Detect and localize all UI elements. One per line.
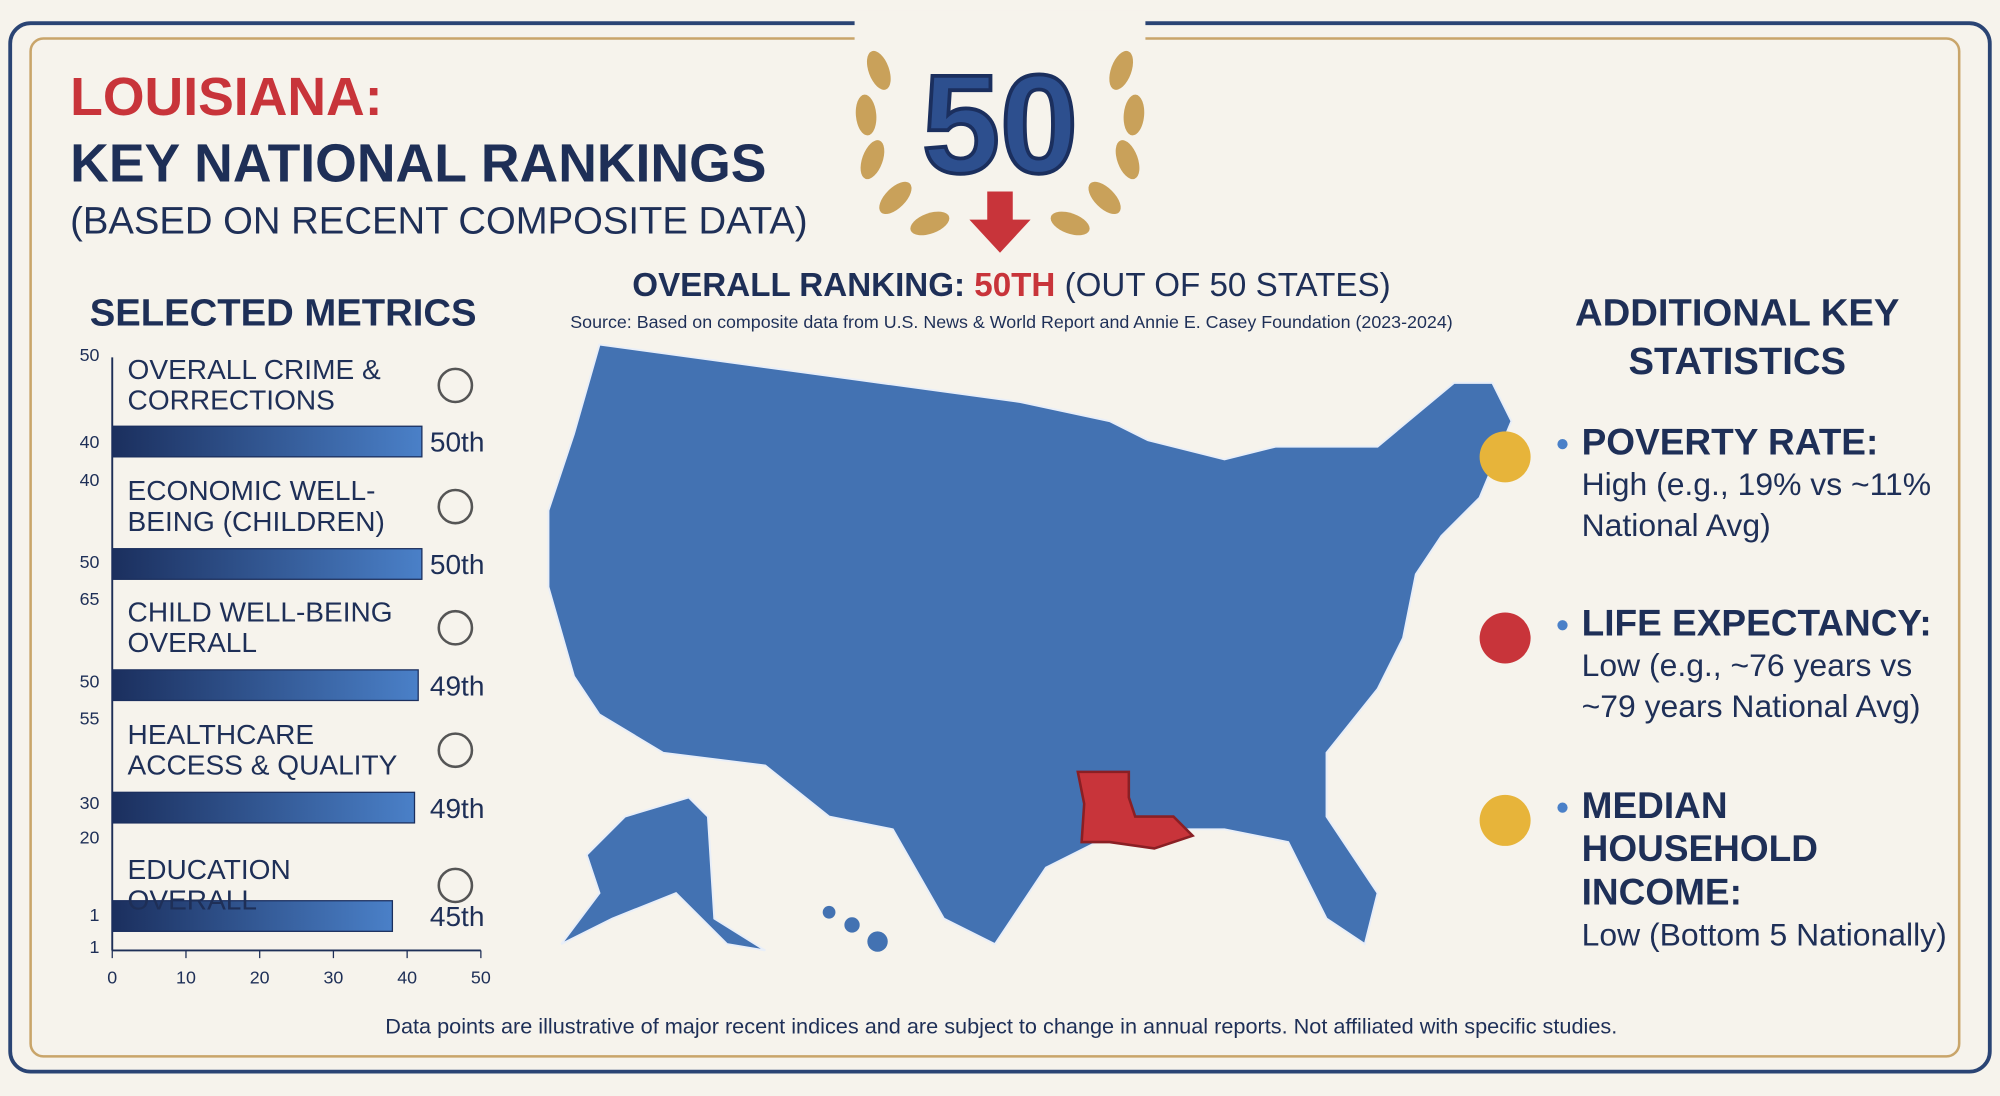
bar (111, 669, 419, 702)
bullet (1557, 802, 1568, 813)
bullet (1557, 620, 1568, 631)
stat-box: POVERTY RATE:High (e.g., 19% vs ~11% Nat… (1581, 422, 1932, 544)
laurel (855, 50, 1145, 236)
stat-box: LIFE EXPECTANCY:Low (e.g., ~76 years vs … (1581, 603, 1932, 725)
left-label: 50 (80, 672, 100, 692)
rank-label: 50th (430, 427, 485, 458)
left-label: 50 (80, 552, 100, 572)
category-box: ECONOMIC WELL-BEING (CHILDREN) (127, 475, 385, 538)
category-box: CHILD WELL-BEING OVERALL (127, 597, 393, 659)
category-label: OVERALL CRIME & CORRECTIONS (127, 354, 381, 417)
x-tick-label: 20 (250, 968, 270, 988)
stat-icon (1479, 612, 1531, 664)
left-label: 1 (90, 937, 100, 957)
overall-ranking: OVERALL RANKING: 50TH (OUT OF 50 STATES) (632, 267, 1390, 304)
category-box: EDUCATION OVERALL (127, 854, 291, 917)
stat-label: POVERTY RATE: (1581, 422, 1879, 464)
bar (111, 425, 423, 458)
category-label: ECONOMIC WELL-BEING (CHILDREN) (127, 475, 385, 538)
stats-title: ADDITIONAL KEY STATISTICS (1575, 291, 1899, 382)
overall-rank: 50TH (974, 267, 1055, 304)
title-state: LOUISIANA: (70, 68, 382, 127)
stat-text: High (e.g., 19% vs ~11% National Avg) (1581, 467, 1932, 544)
louisiana (1076, 770, 1195, 850)
stat-icon (1479, 794, 1531, 846)
metric-icon (437, 732, 474, 769)
overall-prefix: OVERALL RANKING: (632, 267, 965, 304)
x-tick-label: 10 (176, 968, 196, 988)
left-label: 1 (90, 905, 100, 925)
category-box: HEALTHCARE ACCESS & QUALITY (127, 719, 398, 781)
x-tick-label: 30 (323, 968, 343, 988)
stat-text: Low (Bottom 5 Nationally) (1581, 917, 1947, 954)
category-label: EDUCATION OVERALL (127, 854, 291, 917)
subtitle: (BASED ON RECENT COMPOSITE DATA) (70, 200, 807, 243)
left-label: 50 (80, 345, 100, 365)
metric-icon (437, 367, 474, 404)
bullet (1557, 438, 1568, 450)
stat-label: LIFE EXPECTANCY: (1581, 603, 1932, 645)
title-main: KEY NATIONAL RANKINGS (70, 134, 766, 193)
rank-label: 50th (430, 549, 485, 580)
x-tick-label: 0 (107, 968, 117, 988)
frame-gap (854, 10, 1146, 42)
x-tick-label: 50 (471, 968, 491, 988)
stats-title-text: ADDITIONAL KEY (1575, 291, 1899, 334)
x-tick-label: 40 (397, 968, 417, 988)
metric-icon (437, 488, 474, 525)
us-map (547, 343, 1513, 952)
down-arrow (969, 191, 1031, 253)
chart-title: SELECTED METRICS (90, 291, 477, 334)
stats-title-text: STATISTICS (1629, 340, 1846, 383)
rank-label: 49th (430, 793, 485, 824)
bar (111, 900, 394, 932)
left-label: 20 (80, 827, 100, 847)
left-label: 65 (80, 589, 100, 609)
category-label: CHILD WELL-BEING OVERALL (127, 597, 393, 659)
stat-text: Low (e.g., ~76 years vs ~79 years Nation… (1581, 648, 1921, 725)
left-label: 40 (80, 470, 100, 490)
metric-icon (437, 609, 474, 646)
rank-label: 49th (430, 670, 485, 701)
left-label: 55 (80, 709, 100, 729)
rank-badge: 50 (922, 45, 1078, 202)
footer: Data points are illustrative of major re… (385, 1013, 1617, 1038)
bar (111, 791, 416, 824)
category-box: OVERALL CRIME & CORRECTIONS (127, 354, 381, 417)
category-label: HEALTHCARE ACCESS & QUALITY (127, 719, 398, 781)
bar (111, 548, 423, 580)
stat-icon (1479, 431, 1531, 483)
stat-box: MEDIAN HOUSEHOLD INCOME:Low (Bottom 5 Na… (1581, 785, 1947, 954)
left-label: 40 (80, 432, 100, 452)
stat-label: MEDIAN HOUSEHOLD INCOME: (1581, 785, 1818, 914)
left-label: 30 (80, 793, 100, 813)
rank-label: 45th (430, 901, 485, 932)
source: Source: Based on composite data from U.S… (570, 312, 1452, 332)
metric-icon (437, 867, 474, 904)
overall-suffix: (OUT OF 50 STATES) (1065, 267, 1391, 304)
